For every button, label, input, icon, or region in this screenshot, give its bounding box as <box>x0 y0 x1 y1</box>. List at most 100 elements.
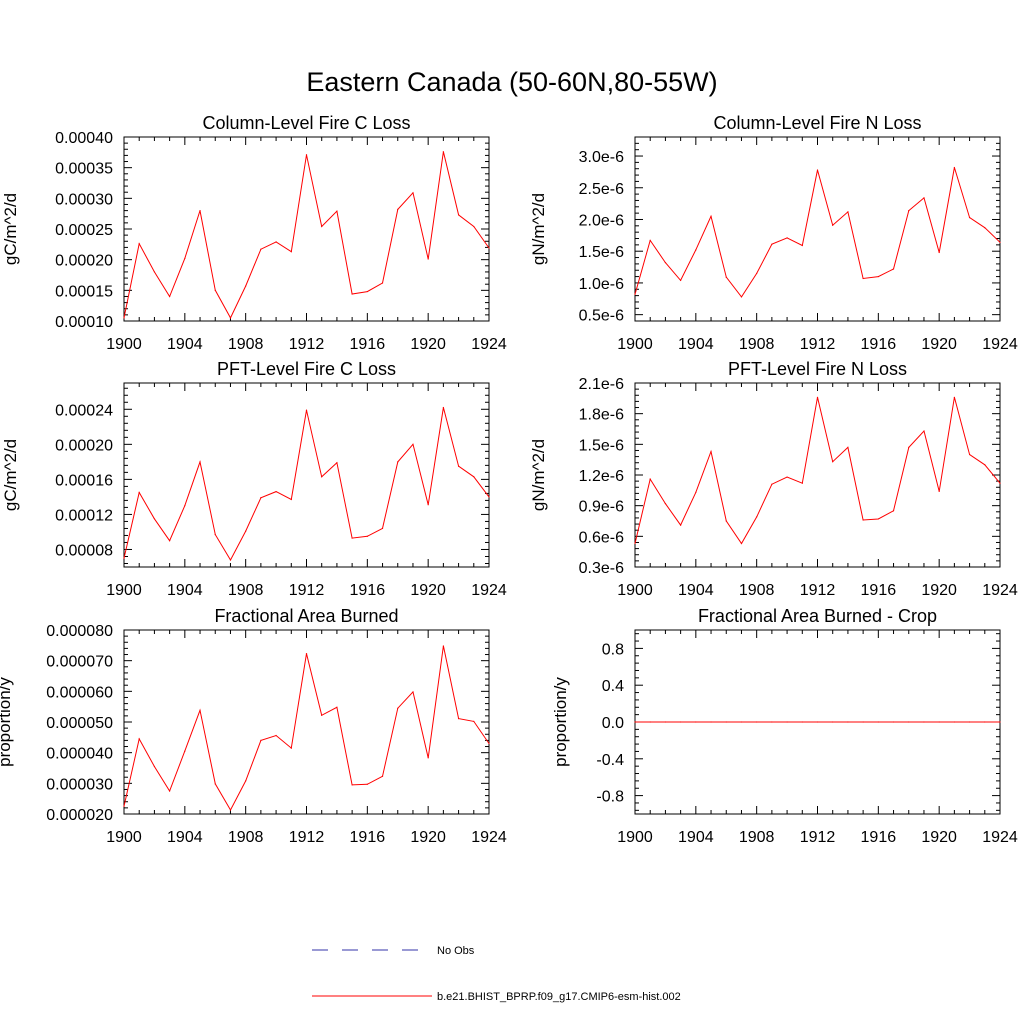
chart-panel: 1900 1904 1908 1912 1916 1920 1924 0.00010 0.000… <box>1 113 507 353</box>
data-point <box>123 317 125 319</box>
x-tick-label: 1908 <box>228 336 264 353</box>
y-tick-label: 0.00040 <box>55 130 113 147</box>
data-point <box>229 809 232 811</box>
y-tick-label: -0.8 <box>596 789 624 806</box>
data-point <box>725 520 727 522</box>
data-point <box>214 289 216 291</box>
y-tick-label: 0.00035 <box>55 161 113 178</box>
data-point <box>305 653 308 655</box>
x-tick-label: 1904 <box>678 336 714 353</box>
data-point <box>245 530 247 532</box>
data-point <box>260 248 262 250</box>
data-point <box>245 780 247 782</box>
x-tick-label: 1904 <box>167 582 203 599</box>
plot-frame <box>123 629 490 815</box>
data-point <box>923 197 925 199</box>
data-point <box>275 241 277 243</box>
y-tick-label: 0.00020 <box>55 253 113 270</box>
data-point <box>184 257 186 260</box>
y-tick-label: 0.000020 <box>46 807 113 824</box>
data-point <box>877 721 879 723</box>
panel-title: PFT-Level Fire N Loss <box>728 359 907 379</box>
data-point <box>442 151 444 153</box>
data-point <box>473 225 475 228</box>
y-tick-label: 2.0e-6 <box>579 212 624 229</box>
y-axis-label: gN/m^2/d <box>529 193 548 265</box>
data-point <box>725 721 727 723</box>
data-point <box>488 496 490 498</box>
data-point <box>381 282 384 284</box>
data-point <box>710 215 712 217</box>
data-point <box>412 691 414 693</box>
y-tick-label: 0.00012 <box>55 507 113 524</box>
x-tick-label: 1912 <box>289 336 325 353</box>
data-point <box>847 721 849 723</box>
data-point <box>968 721 971 723</box>
y-tick-label: 2.5e-6 <box>579 181 624 198</box>
y-tick-label: 0.00030 <box>55 191 113 208</box>
x-tick-label: 1900 <box>106 582 142 599</box>
data-point <box>862 721 864 723</box>
y-tick-label: 1.5e-6 <box>579 437 624 454</box>
data-point <box>725 276 727 278</box>
x-tick-label: 1912 <box>289 582 325 599</box>
data-point <box>290 747 292 749</box>
y-axis-label: gN/m^2/d <box>529 439 548 511</box>
data-point <box>892 510 895 512</box>
x-tick-label: 1912 <box>800 829 836 846</box>
y-tick-label: 0.00008 <box>55 542 113 559</box>
data-point <box>184 750 186 752</box>
data-point <box>169 295 171 298</box>
data-point <box>984 464 986 466</box>
data-point <box>984 721 986 723</box>
data-point <box>892 268 895 270</box>
data-point <box>153 765 156 768</box>
x-tick-label: 1920 <box>410 336 446 353</box>
x-tick-label: 1916 <box>350 336 386 353</box>
chart-panel: 1900 1904 1908 1912 1916 1920 1924 0.3e-6 0.6e-6… <box>529 359 1018 599</box>
data-point <box>953 166 955 169</box>
y-tick-label: -0.4 <box>596 752 624 769</box>
y-tick-label: 1.8e-6 <box>579 407 624 424</box>
data-point <box>649 478 651 480</box>
data-point <box>756 721 758 723</box>
data-point <box>214 533 216 536</box>
y-axis-label: gC/m^2/d <box>1 193 20 265</box>
data-point <box>999 721 1001 723</box>
data-point <box>908 721 910 723</box>
y-tick-label: 0.000060 <box>46 684 113 701</box>
y-tick-label: 0.0 <box>602 715 624 732</box>
y-axis-label: proportion/y <box>551 677 570 767</box>
data-point <box>427 258 429 260</box>
x-tick-label: 1924 <box>982 582 1018 599</box>
data-point <box>740 296 743 298</box>
data-point <box>351 784 353 786</box>
data-point <box>923 721 925 723</box>
x-tick-label: 1900 <box>617 829 653 846</box>
data-point <box>488 247 490 249</box>
data-point <box>457 465 460 467</box>
data-point <box>290 498 292 501</box>
data-point <box>740 721 743 723</box>
y-axis-label: proportion/y <box>0 677 14 767</box>
data-point <box>634 721 636 723</box>
x-tick-label: 1924 <box>471 582 507 599</box>
data-point <box>938 251 940 254</box>
data-point <box>366 783 368 785</box>
data-point <box>397 461 399 463</box>
data-point <box>397 208 399 210</box>
data-point <box>695 491 697 493</box>
x-tick-label: 1912 <box>289 829 325 846</box>
data-point <box>664 721 667 723</box>
y-tick-label: 0.000080 <box>46 623 113 640</box>
series-line <box>123 645 490 812</box>
data-point <box>260 739 262 742</box>
data-point <box>336 462 338 464</box>
data-point <box>740 542 743 545</box>
data-point <box>199 709 201 711</box>
x-tick-label: 1924 <box>471 829 507 846</box>
x-tick-label: 1916 <box>350 829 386 846</box>
data-point <box>473 720 475 722</box>
y-tick-label: 0.5e-6 <box>579 308 624 325</box>
chart-panel: 1900 1904 1908 1912 1916 1920 1924 -0.8 -0.4 0.0 0… <box>551 606 1018 846</box>
